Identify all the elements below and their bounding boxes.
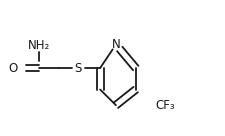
Text: S: S (75, 61, 82, 75)
Text: O: O (8, 61, 17, 75)
Text: NH₂: NH₂ (28, 39, 50, 52)
Text: CF₃: CF₃ (155, 99, 175, 112)
Text: N: N (112, 38, 120, 51)
